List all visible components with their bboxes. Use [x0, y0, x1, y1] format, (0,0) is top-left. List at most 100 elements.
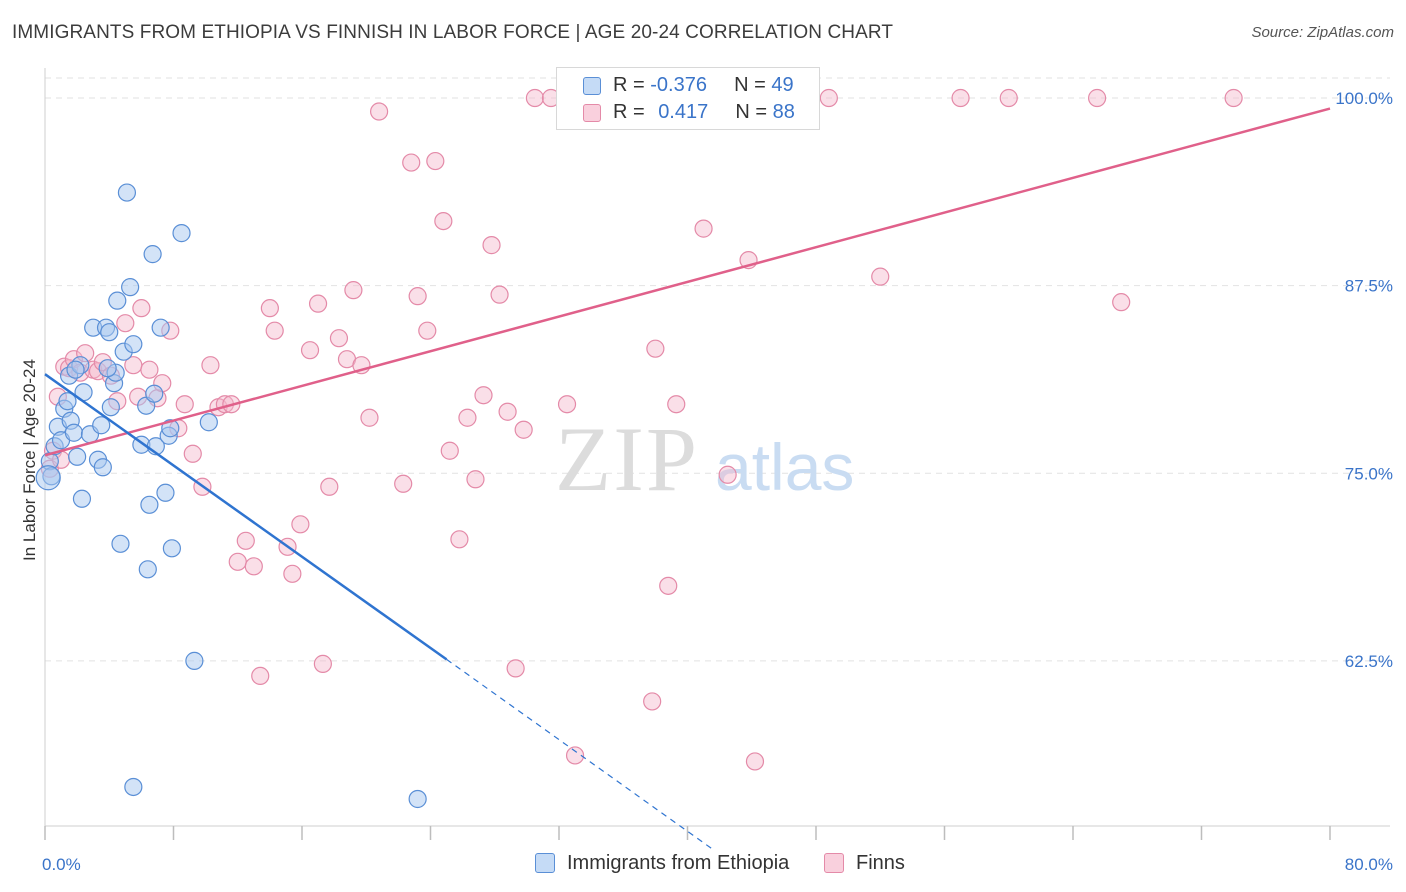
ethiopia-point — [35, 465, 61, 491]
chart-title: IMMIGRANTS FROM ETHIOPIA VS FINNISH IN L… — [12, 22, 894, 43]
finns-point — [308, 294, 328, 313]
finns-point — [474, 386, 493, 405]
finns-point — [718, 465, 737, 484]
ethiopia-point — [64, 423, 84, 442]
x-tick-label: 80.0% — [1345, 855, 1393, 874]
legend-swatch-ethiopia — [583, 77, 601, 95]
finns-point — [819, 88, 838, 108]
watermark-atlas: atlas — [715, 430, 854, 504]
ethiopia-point — [121, 278, 140, 297]
ethiopia-point — [124, 777, 143, 797]
finns-point — [440, 441, 459, 460]
finns-point — [1224, 88, 1243, 108]
finns-point — [183, 444, 202, 463]
ethiopia-point — [108, 291, 127, 310]
watermark-zip: ZIP — [555, 408, 699, 510]
axis-layer — [44, 68, 1390, 840]
finns-point — [320, 477, 339, 496]
correlation-legend: R = -0.376 N = 49 R = 0.417 N = 88 — [556, 67, 820, 130]
finns-point — [458, 408, 477, 427]
finns-point — [360, 408, 379, 427]
finns-point — [228, 552, 247, 571]
bottom-legend-swatch-finns — [824, 853, 844, 873]
finns-point — [525, 88, 545, 108]
legend-n-label: N = — [734, 74, 772, 96]
finns-point — [370, 102, 389, 121]
tick-labels: 62.5% 75.0% 87.5% 100.0% 0.0% 80.0% — [42, 89, 1393, 874]
y-tick-label: 75.0% — [1345, 464, 1393, 483]
ethiopia-point — [93, 458, 112, 477]
finns-point — [434, 212, 453, 231]
ethiopia-point — [98, 359, 117, 378]
finns-point — [344, 281, 363, 300]
finns-point — [251, 666, 270, 686]
finns-point — [1087, 88, 1107, 108]
finns-point — [490, 285, 509, 304]
legend-r-label: R = — [613, 74, 651, 96]
ethiopia-point — [408, 789, 427, 809]
finns-point — [871, 267, 890, 286]
finns-point — [426, 151, 445, 171]
finns-point — [313, 654, 332, 673]
y-tick-label: 87.5% — [1345, 277, 1393, 296]
ethiopia-point — [172, 224, 191, 243]
ethiopia-point — [185, 651, 204, 670]
source-label: Source: ZipAtlas.com — [1251, 24, 1394, 41]
finns-point — [394, 474, 413, 493]
finns-point — [951, 88, 970, 108]
x-tick-label: 0.0% — [42, 855, 81, 874]
trend-lines — [44, 107, 1331, 850]
finns-point — [482, 236, 501, 255]
bottom-legend-label-finns: Finns — [856, 852, 905, 874]
ethiopia-point — [117, 183, 137, 202]
finns-point — [667, 395, 686, 414]
finns-point — [140, 360, 159, 379]
legend-n-value-ethiopia: 49 — [771, 74, 794, 96]
ethiopia-trend-line — [44, 373, 448, 661]
legend-r-value-ethiopia: -0.376 — [650, 74, 707, 96]
ethiopia-point — [145, 384, 164, 403]
finns-point — [557, 395, 577, 414]
legend-r-value-finns: 0.417 — [658, 101, 709, 123]
ethiopia-point — [199, 413, 218, 432]
grid-layer — [45, 77, 1390, 662]
ethiopia-point — [72, 489, 92, 508]
bottom-legend-label-ethiopia: Immigrants from Ethiopia — [567, 852, 790, 874]
finns-point — [418, 321, 437, 340]
ethiopia-points — [35, 183, 427, 809]
finns-point — [408, 287, 427, 306]
y-axis-label: In Labor Force | Age 20-24 — [20, 359, 39, 561]
ethiopia-point — [156, 483, 175, 502]
legend-n-label: N = — [735, 101, 773, 123]
finns-point — [175, 395, 194, 414]
finns-point — [260, 299, 279, 318]
ethiopia-point — [161, 419, 180, 438]
legend-r-label: R = — [613, 101, 651, 123]
ethiopia-point — [111, 534, 130, 553]
finns-point — [466, 470, 485, 489]
finns-point — [514, 420, 533, 439]
finns-point — [999, 88, 1018, 108]
ethiopia-point — [143, 245, 162, 264]
finns-point — [236, 531, 255, 550]
finns-point — [201, 356, 220, 375]
finns-point — [244, 557, 263, 576]
ethiopia-point — [58, 392, 77, 411]
finns-point — [329, 329, 349, 348]
ethiopia-point — [162, 539, 181, 558]
ethiopia-point — [124, 335, 143, 354]
ethiopia-point — [100, 323, 119, 342]
finns-point — [745, 752, 765, 771]
finns-point — [565, 746, 585, 765]
finns-trend-line — [44, 107, 1331, 457]
finns-point — [506, 659, 525, 678]
legend-swatch-finns — [583, 104, 601, 122]
y-tick-label: 100.0% — [1335, 89, 1393, 108]
legend-n-value-finns: 88 — [772, 101, 795, 123]
finns-point — [300, 341, 320, 360]
ethiopia-point — [92, 416, 111, 435]
ethiopia-point — [68, 447, 87, 466]
ethiopia-point — [151, 318, 170, 337]
y-tick-label: 62.5% — [1345, 652, 1393, 671]
